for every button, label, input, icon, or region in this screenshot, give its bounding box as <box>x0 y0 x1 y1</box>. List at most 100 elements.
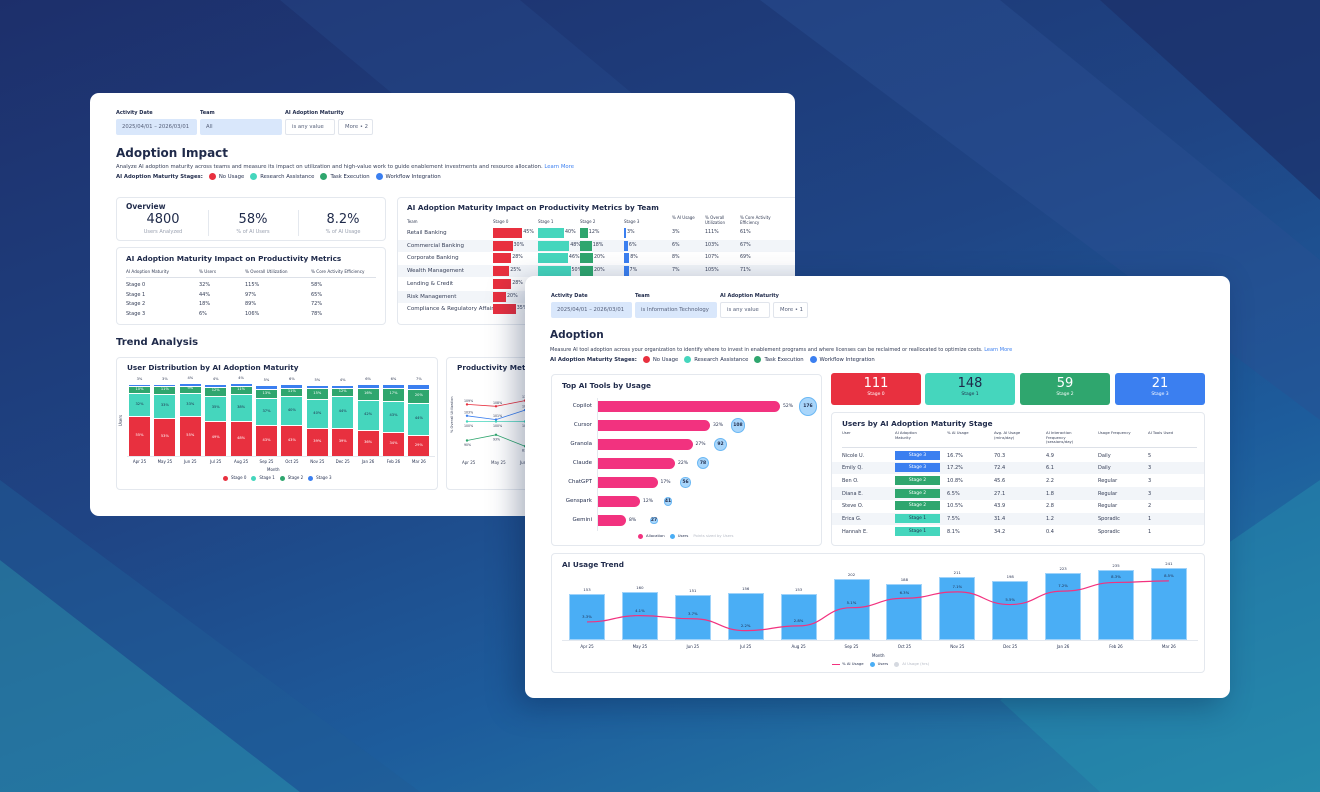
table-cell: 16.7% <box>947 452 963 459</box>
table-cell: 71% <box>740 268 751 274</box>
table-cell: 6.5% <box>947 490 960 497</box>
allocation-bar <box>598 401 780 412</box>
panel-title: AI Adoption Maturity Impact on Productiv… <box>126 254 342 263</box>
ai-adoption-maturity-filter[interactable]: is any value <box>720 302 770 318</box>
table-cell: 69% <box>740 255 751 261</box>
segment-label: 5% <box>314 377 321 382</box>
stage-2-segment <box>230 386 252 395</box>
stage-2-segment <box>154 386 176 395</box>
user-distribution-panel: User Distribution by AI Adoption Maturit… <box>116 357 438 490</box>
x-tick-label: Feb 26 <box>1109 644 1123 649</box>
stage-0-tile: 111 Stage 0 <box>831 373 921 405</box>
stage-3-segment <box>281 384 303 389</box>
bar-value: 18% <box>592 242 604 248</box>
ai-adoption-maturity-filter[interactable]: is any value <box>285 119 335 135</box>
tile-value: 148 <box>957 376 983 391</box>
legend-item[interactable]: AI Usage (hrs) <box>894 661 929 667</box>
segment-label: 38% <box>237 404 246 409</box>
stage-0-bar <box>493 291 506 302</box>
table-cell: 78% <box>311 310 323 317</box>
x-tick-label: Dec 25 <box>1003 644 1018 649</box>
ai-usage-label: 7.2% <box>1058 583 1068 589</box>
learn-more-link[interactable]: Learn More <box>544 164 574 170</box>
bar-value: 35% <box>516 306 528 312</box>
x-tick-label: Mar 26 <box>411 459 426 464</box>
activity-date-filter[interactable]: 2025/04/01 – 2026/03/01 <box>551 302 632 318</box>
stage-2-segment <box>306 388 328 400</box>
team-filter[interactable]: is Information Technology <box>635 302 717 318</box>
column-header: AI Adoption Maturity <box>126 269 169 274</box>
table-cell: 72.4 <box>994 465 1006 472</box>
stage-dot-icon <box>208 173 216 180</box>
table-cell: Sporadic <box>1098 528 1120 535</box>
divider <box>842 447 1197 448</box>
tile-value: 111 <box>863 376 889 391</box>
stage-2-segment <box>408 389 430 404</box>
bar-value: 28% <box>512 280 523 286</box>
x-tick-label: Feb 26 <box>386 459 401 464</box>
users-bar <box>727 593 764 640</box>
stage-2-segment <box>332 387 354 397</box>
more-filter[interactable]: More • 2 <box>338 119 373 135</box>
legend-label: AI Adoption Maturity Stages: <box>116 173 203 180</box>
tool-label: Granola <box>570 441 592 447</box>
activity-date-filter[interactable]: 2025/04/01 – 2026/03/01 <box>116 119 197 135</box>
legend-dot-icon <box>638 533 643 539</box>
stage-0-bar <box>493 240 513 251</box>
stage-1-segment <box>306 399 328 428</box>
x-tick-label: Nov 25 <box>310 459 325 464</box>
stage-3-bar <box>624 253 630 264</box>
team-name: Risk Management <box>407 293 457 300</box>
table-cell: 1 <box>1148 516 1152 522</box>
segment-label: 6% <box>390 377 397 381</box>
stage-legend: AI Adoption Maturity Stages: No Usage Rese… <box>116 173 441 180</box>
x-tick-label: Aug 25 <box>234 459 249 464</box>
segment-label: 11% <box>287 389 296 394</box>
x-tick-label: Jan 26 <box>361 459 375 464</box>
legend-note: Points sized by Users <box>693 533 734 539</box>
table-cell: 67% <box>740 242 751 248</box>
x-tick-label: Jun 25 <box>183 459 197 464</box>
user-name: Nicole U. <box>842 452 865 459</box>
legend-text: Allocation <box>646 533 665 538</box>
users-value-label: 235 <box>1112 562 1120 568</box>
x-tick-label: Sep 25 <box>259 459 274 464</box>
more-filter[interactable]: More • 1 <box>773 302 808 318</box>
segment-label: 12% <box>211 388 220 393</box>
ai-adoption-maturity-filter-label: AI Adoption Maturity <box>720 293 779 299</box>
stage-2-segment <box>281 388 303 397</box>
stage-2-tile: 59 Stage 2 <box>1020 373 1110 405</box>
learn-more-link[interactable]: Learn More <box>984 347 1013 353</box>
table-cell: 1.8 <box>1046 490 1054 497</box>
column-header: % Overall Utilization <box>705 215 726 225</box>
team-filter[interactable]: All <box>200 119 282 135</box>
tile-value: 59 <box>1056 376 1074 391</box>
bar-value: 20% <box>594 268 605 274</box>
users-bar <box>674 594 711 640</box>
users-bubble: 176 <box>798 397 817 416</box>
stage-1-bar <box>538 240 570 251</box>
tool-label: Copilot <box>572 403 592 409</box>
allocation-bar <box>598 515 626 526</box>
segment-label: 44% <box>414 416 423 421</box>
table-cell: 3 <box>1148 465 1152 472</box>
point-label: 101% <box>493 414 502 418</box>
stage-3-segment <box>129 384 150 387</box>
segment-label: 44% <box>338 409 347 414</box>
allocation-label: 12% <box>643 499 654 504</box>
stage-1-bar <box>538 266 571 277</box>
segment-label: 12% <box>338 388 347 393</box>
ai-usage-label: 4.1% <box>635 607 645 613</box>
segment-label: 4% <box>187 376 194 381</box>
activity-date-filter-label: Activity Date <box>116 110 153 116</box>
panel-title: AI Adoption Maturity Impact on Productiv… <box>407 203 659 212</box>
legend-item: Stage 2 <box>279 475 303 481</box>
legend-item: Workflow Integration <box>809 356 875 363</box>
column-header: Usage Frequency <box>1098 430 1131 435</box>
users-value-label: 223 <box>1059 566 1067 572</box>
x-tick-label: Apr 25 <box>132 459 147 464</box>
user-name: Diana E. <box>842 490 863 497</box>
stage-0-segment <box>205 420 227 456</box>
stage-2-segment <box>383 388 404 401</box>
allocation-label: 22% <box>678 461 689 466</box>
